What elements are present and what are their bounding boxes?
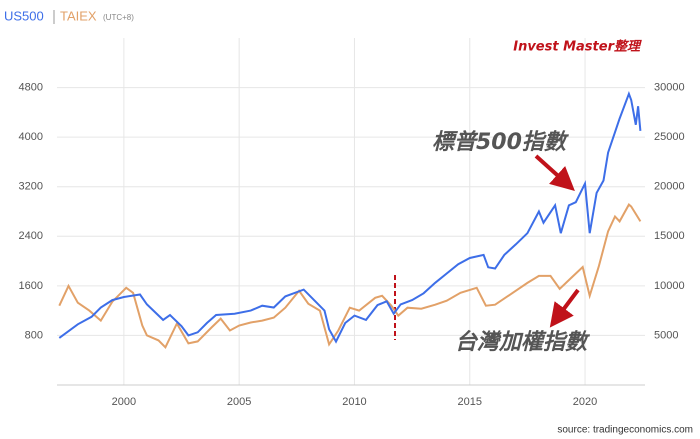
y2-tick-label: 15000 (654, 230, 685, 242)
grid (57, 38, 645, 386)
x-tick-label: 2015 (458, 396, 482, 408)
y-tick-label: 4800 (19, 81, 43, 93)
y2-tick-label: 20000 (654, 181, 685, 193)
y2-tick-label: 25000 (654, 131, 685, 143)
x-tick-label: 2020 (573, 396, 597, 408)
y-tick-label: 800 (25, 329, 43, 341)
legend-us500: US500 (4, 8, 44, 23)
y-tick-label: 3200 (19, 181, 43, 193)
x-tick-label: 2010 (342, 396, 366, 408)
annotation: Invest Master整理 (513, 39, 642, 55)
y-tick-label: 1600 (19, 280, 43, 292)
legend-taiex: TAIEX (60, 8, 97, 23)
subtitle: (UTC+8) (103, 13, 134, 22)
arrow (549, 288, 580, 328)
source: source: tradingeconomics.com (557, 425, 693, 436)
arrow (534, 154, 575, 192)
series-line (58, 90, 642, 344)
x-tick-label: 2000 (112, 396, 136, 408)
annotation: 台灣加權指數 (455, 329, 591, 355)
y2-tick-label: 10000 (654, 280, 685, 292)
y2-tick-label: 30000 (654, 81, 685, 93)
y-tick-label: 2400 (19, 230, 43, 242)
y2-tick-label: 5000 (654, 329, 678, 341)
y-tick-label: 4000 (19, 131, 43, 143)
annotation: 標普500指數 (432, 129, 570, 155)
x-tick-label: 2005 (227, 396, 251, 408)
series-line (58, 203, 642, 350)
